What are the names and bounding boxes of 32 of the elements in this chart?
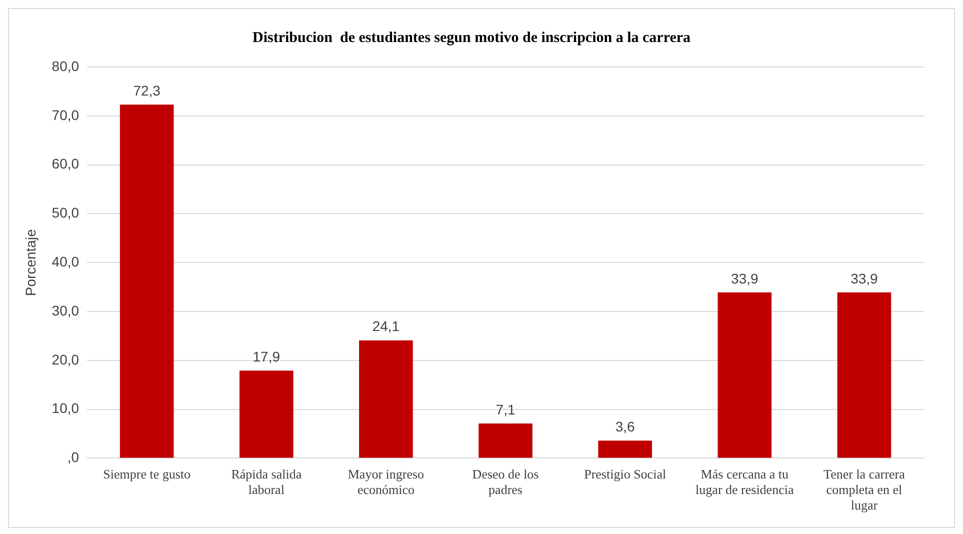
x-tick-label: Deseo de los padres [472, 466, 539, 498]
y-tick-label: 10,0 [52, 400, 80, 416]
bar [718, 292, 772, 458]
bar [837, 292, 892, 458]
y-tick-label: 40,0 [52, 253, 80, 270]
y-tick-label: 30,0 [52, 302, 80, 318]
y-tick-label: 50,0 [52, 204, 80, 221]
x-tick-label: Tener la carrera completa en el lugar [824, 466, 906, 513]
x-tick-label: Rápida salida laboral [231, 466, 302, 498]
y-tick-label: 60,0 [52, 156, 80, 172]
chart-title: Distribucion de estudiantes segun motivo de inscripcion a la carrera [252, 30, 692, 46]
bar [478, 423, 532, 458]
y-tick-label: 70,0 [52, 106, 80, 123]
y-tick-label: ,0 [67, 449, 80, 466]
data-label: 3,6 [615, 418, 636, 434]
data-label: 24,1 [372, 318, 400, 334]
bar [598, 440, 652, 458]
y-axis-title: Porcentaje [22, 228, 38, 296]
data-label: 33,9 [850, 270, 878, 286]
y-tick-label: 80,0 [52, 58, 80, 74]
y-tick-label: 20,0 [52, 351, 80, 368]
x-tick-label: Siempre te gusto [103, 466, 191, 482]
data-label: 7,1 [496, 401, 516, 418]
x-tick-label: Más cercana a tu lugar de residencia [696, 466, 794, 498]
x-tick-label: Prestigio Social [584, 466, 666, 482]
data-label: 72,3 [133, 82, 161, 99]
bar [359, 340, 413, 458]
bar [239, 370, 294, 458]
bar [120, 104, 174, 458]
x-tick-label: Mayor ingreso económico [348, 466, 424, 498]
data-label: 33,9 [731, 270, 758, 286]
data-label: 17,9 [252, 348, 280, 365]
